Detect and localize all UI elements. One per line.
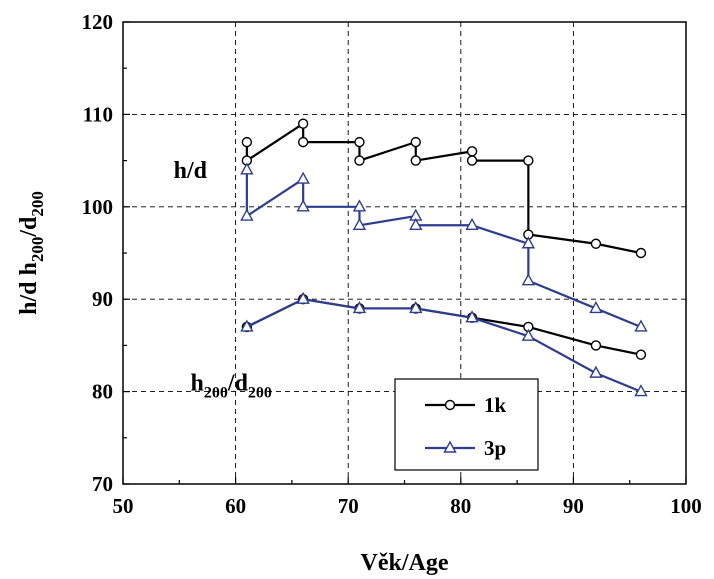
point-3p-h200d200 xyxy=(409,300,423,314)
point-1k-h200d200 xyxy=(635,349,647,360)
x-axis-title: Věk/Age xyxy=(361,550,449,576)
point-3p-h200d200 xyxy=(352,300,367,314)
point-1k-hd xyxy=(466,155,478,166)
point-3p-hd xyxy=(240,208,254,221)
legend: 1k 3p xyxy=(394,378,539,471)
y-axis-title: h/d h200/d200 xyxy=(16,191,47,315)
point-1k-hd xyxy=(297,136,309,148)
point-3p-hd xyxy=(521,236,536,249)
point-3p-h200d200 xyxy=(465,310,479,323)
point-1k-hd xyxy=(523,155,534,166)
x-tick-label: 70 xyxy=(338,494,359,518)
point-1k-hd xyxy=(297,118,309,129)
series-layer xyxy=(240,118,648,397)
y-tick-label: 90 xyxy=(92,287,113,311)
point-1k-hd xyxy=(410,155,421,166)
y-tick-label: 100 xyxy=(82,195,114,219)
y-tick-label: 80 xyxy=(92,380,113,404)
point-1k-h200d200 xyxy=(590,340,602,351)
legend-label-1k: 1k xyxy=(484,393,507,417)
point-3p-hd xyxy=(352,217,367,230)
legend-label-3p: 3p xyxy=(484,436,506,460)
x-tick-label: 100 xyxy=(670,494,702,518)
point-3p-h200d200 xyxy=(589,365,603,378)
x-tick-label: 50 xyxy=(113,494,134,518)
series-line-3p-h200d200 xyxy=(246,298,642,393)
axes: 50 60 70 80 90 100 70 80 90 100 110 120 xyxy=(82,10,702,518)
point-3p-hd xyxy=(296,171,310,184)
point-3p-h200d200 xyxy=(521,328,536,341)
point-1k-hd xyxy=(590,238,602,249)
y-tick-label: 110 xyxy=(83,102,113,126)
legend-box xyxy=(394,378,539,471)
point-3p-hd xyxy=(634,319,648,332)
y-tick-label: 70 xyxy=(92,472,113,496)
point-1k-hd xyxy=(466,146,478,157)
series-line-1k-h200d200 xyxy=(246,298,642,356)
x-tick-label: 90 xyxy=(563,494,584,518)
point-3p-hd xyxy=(521,273,536,286)
annotation-h200-d200: h200/d200 xyxy=(191,370,272,401)
y-tick-label: 120 xyxy=(82,10,114,34)
point-1k-hd xyxy=(354,136,365,148)
point-3p-hd xyxy=(352,199,367,212)
legend-marker-1k xyxy=(444,399,456,411)
point-1k-hd xyxy=(354,155,365,166)
point-3p-h200d200 xyxy=(634,384,648,397)
point-1k-hd xyxy=(241,136,253,148)
point-3p-hd xyxy=(465,217,479,230)
point-3p-hd xyxy=(589,300,603,314)
point-1k-hd xyxy=(635,247,647,259)
annotation-h-d: h/d xyxy=(174,158,208,184)
point-3p-h200d200 xyxy=(296,291,310,304)
point-3p-h200d200 xyxy=(240,319,254,332)
point-1k-hd xyxy=(410,136,421,148)
point-3p-hd xyxy=(240,162,254,175)
x-tick-label: 60 xyxy=(225,494,246,518)
grid xyxy=(123,22,686,484)
legend-marker-3p xyxy=(443,440,457,453)
point-3p-hd xyxy=(296,199,310,212)
point-3p-hd xyxy=(409,217,423,230)
x-tick-label: 80 xyxy=(450,494,471,518)
